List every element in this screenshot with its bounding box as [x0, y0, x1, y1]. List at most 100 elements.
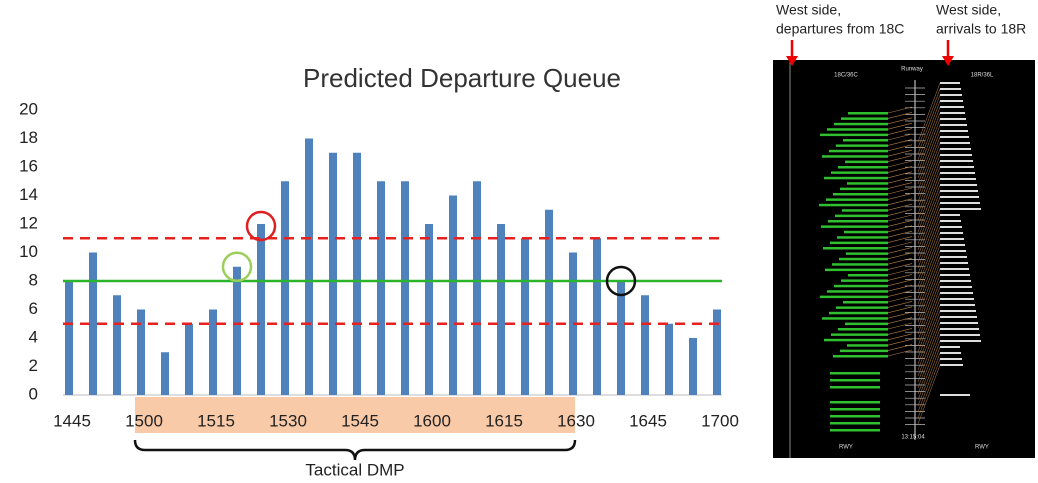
flight-tag: [822, 317, 888, 320]
arrival-tag: [940, 268, 969, 270]
arrival-tag: [940, 256, 967, 258]
flight-tag: [830, 242, 888, 245]
arrival-tag: [940, 322, 978, 324]
flight-tag: [840, 350, 888, 353]
arrival-tag: [940, 310, 976, 312]
x-tick-label: 1700: [701, 411, 739, 430]
arrival-tag: [940, 208, 981, 210]
bar: [497, 224, 505, 395]
bar: [593, 238, 601, 395]
arrival-tag: [940, 82, 960, 84]
flight-tag: [829, 150, 888, 153]
flight-tag: [841, 279, 888, 282]
arrival-tag: [940, 250, 966, 252]
bar: [521, 238, 529, 395]
arrival-tag: [940, 124, 967, 126]
flight-tag: [848, 274, 888, 277]
flight-tag: [839, 258, 888, 261]
arrival-tag: [940, 106, 964, 108]
flight-tag: [836, 306, 888, 309]
flight-tag: [830, 401, 880, 404]
header: 18C/36C: [834, 73, 858, 79]
bar: [689, 338, 697, 395]
arrival-tag: [940, 184, 977, 186]
flight-tag: [836, 144, 888, 147]
flight-tag: [833, 355, 888, 358]
y-tick-label: 20: [19, 99, 38, 118]
arrival-tag: [940, 280, 971, 282]
clock: 13:15:04: [901, 435, 925, 441]
flight-tag: [830, 386, 880, 389]
x-tick-label: 1645: [629, 411, 667, 430]
bar: [377, 181, 385, 395]
flight-tag: [846, 252, 888, 255]
x-tick-label: 1630: [557, 411, 595, 430]
bar: [641, 295, 649, 395]
flight-tag: [832, 263, 888, 266]
flight-tag: [838, 328, 888, 331]
arrival-tag: [940, 154, 972, 156]
arrival-tag: [940, 316, 977, 318]
bar: [65, 281, 73, 395]
flight-tag: [845, 161, 888, 164]
arrival-tag: [940, 100, 963, 102]
chart-title: Predicted Departure Queue: [303, 63, 621, 93]
arrival-tag: [940, 142, 970, 144]
flight-tag: [821, 225, 888, 228]
x-tick-label: 1545: [341, 411, 379, 430]
flight-tag: [831, 171, 888, 174]
flight-tag: [830, 422, 880, 425]
arrival-tag: [940, 262, 968, 264]
flight-tag: [829, 312, 888, 315]
footer: RWY: [975, 445, 989, 451]
bar: [257, 224, 265, 395]
caption: West side,: [936, 2, 1001, 18]
flight-tag: [837, 236, 888, 239]
flight-tag: [827, 128, 888, 131]
flight-tag: [819, 204, 888, 207]
arrival-tag: [940, 340, 981, 342]
arrival-tag: [940, 196, 979, 198]
arrival-tag: [940, 394, 970, 396]
arrival-tag: [940, 244, 965, 246]
bar: [281, 181, 289, 395]
arrival-tag: [940, 94, 962, 96]
arrival-tag: [940, 358, 962, 360]
flight-tag: [830, 429, 880, 432]
arrival-tag: [940, 334, 980, 336]
bar: [473, 181, 481, 395]
caption: departures from 18C: [776, 21, 904, 37]
bar: [137, 310, 145, 396]
annotation: Tactical DMP: [305, 460, 404, 479]
arrival-tag: [940, 214, 960, 216]
header: 18R/36L: [971, 73, 994, 79]
x-tick-label: 1615: [485, 411, 523, 430]
flight-tag: [842, 209, 888, 212]
y-tick-label: 18: [19, 128, 38, 147]
arrival-tag: [940, 298, 974, 300]
arrival-tag: [940, 292, 973, 294]
bar: [329, 153, 337, 395]
flight-tag: [845, 323, 888, 326]
flight-tag: [830, 372, 880, 375]
flight-tag: [827, 290, 888, 293]
flight-tag: [835, 215, 888, 218]
arrival-tag: [940, 172, 975, 174]
bar: [209, 310, 217, 396]
arrival-tag: [940, 274, 970, 276]
bar: [401, 181, 409, 395]
bar: [305, 139, 313, 396]
arrival-tag: [940, 88, 961, 90]
flight-tag: [820, 134, 888, 137]
bracket: [135, 440, 575, 460]
y-tick-label: 16: [19, 156, 38, 175]
arrival-tag: [940, 232, 963, 234]
flight-tag: [820, 296, 888, 299]
y-tick-label: 6: [29, 299, 38, 318]
page: Tactical DMP Predicted Departure Queue W…: [0, 0, 1038, 483]
y-tick-label: 0: [29, 384, 38, 403]
y-tick-label: 4: [29, 327, 38, 346]
inset: West side, departures from 18C West side…: [773, 2, 1035, 458]
bar: [617, 281, 625, 395]
arrival-tag: [940, 352, 961, 354]
